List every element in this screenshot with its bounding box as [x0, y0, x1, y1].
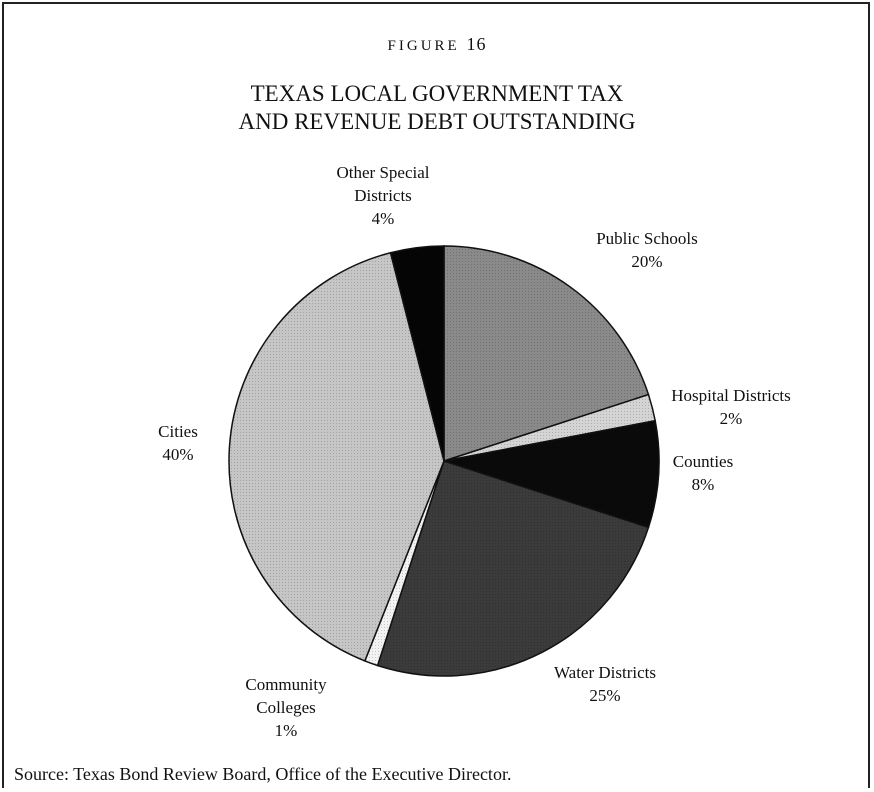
figure-label: FIGURE 16 — [0, 34, 874, 55]
pie-slice-texture-6 — [390, 246, 444, 461]
slice-name-label-4: Community — [245, 675, 327, 694]
slice-name-label-4: Colleges — [256, 698, 316, 717]
pie-slice-texture-3 — [377, 461, 649, 677]
slice-name-label-2: Counties — [673, 452, 733, 471]
slice-value-label-4: 1% — [275, 721, 298, 740]
source-note: Source: Texas Bond Review Board, Office … — [14, 764, 511, 785]
slice-value-label-3: 25% — [589, 686, 620, 705]
pie-slice-texture-0 — [444, 246, 649, 461]
pie-slice-texture-5 — [228, 252, 444, 661]
slice-name-label-6: Other Special — [337, 163, 430, 182]
pie-slice-texture-1 — [444, 394, 656, 461]
slice-name-label-1: Hospital Districts — [671, 386, 790, 405]
slice-value-label-0: 20% — [631, 252, 662, 271]
slice-name-label-5: Cities — [158, 422, 198, 441]
slice-value-label-2: 8% — [692, 475, 715, 494]
figure-label-text: FIGURE — [387, 38, 460, 54]
slice-value-label-6: 4% — [372, 209, 395, 228]
slice-name-label-3: Water Districts — [554, 663, 656, 682]
slice-value-label-1: 2% — [720, 409, 743, 428]
chart-title-line-1: TEXAS LOCAL GOVERNMENT TAX — [250, 81, 624, 106]
slice-name-label-6: Districts — [354, 186, 412, 205]
slice-value-label-5: 40% — [162, 445, 193, 464]
source-text: Texas Bond Review Board, Office of the E… — [73, 764, 512, 784]
pie-slice-texture-2 — [444, 420, 660, 528]
figure-number: 16 — [466, 34, 487, 54]
chart-title-line-2: AND REVENUE DEBT OUTSTANDING — [238, 109, 636, 134]
slice-name-label-0: Public Schools — [596, 229, 698, 248]
source-label: Source: — [14, 764, 69, 784]
